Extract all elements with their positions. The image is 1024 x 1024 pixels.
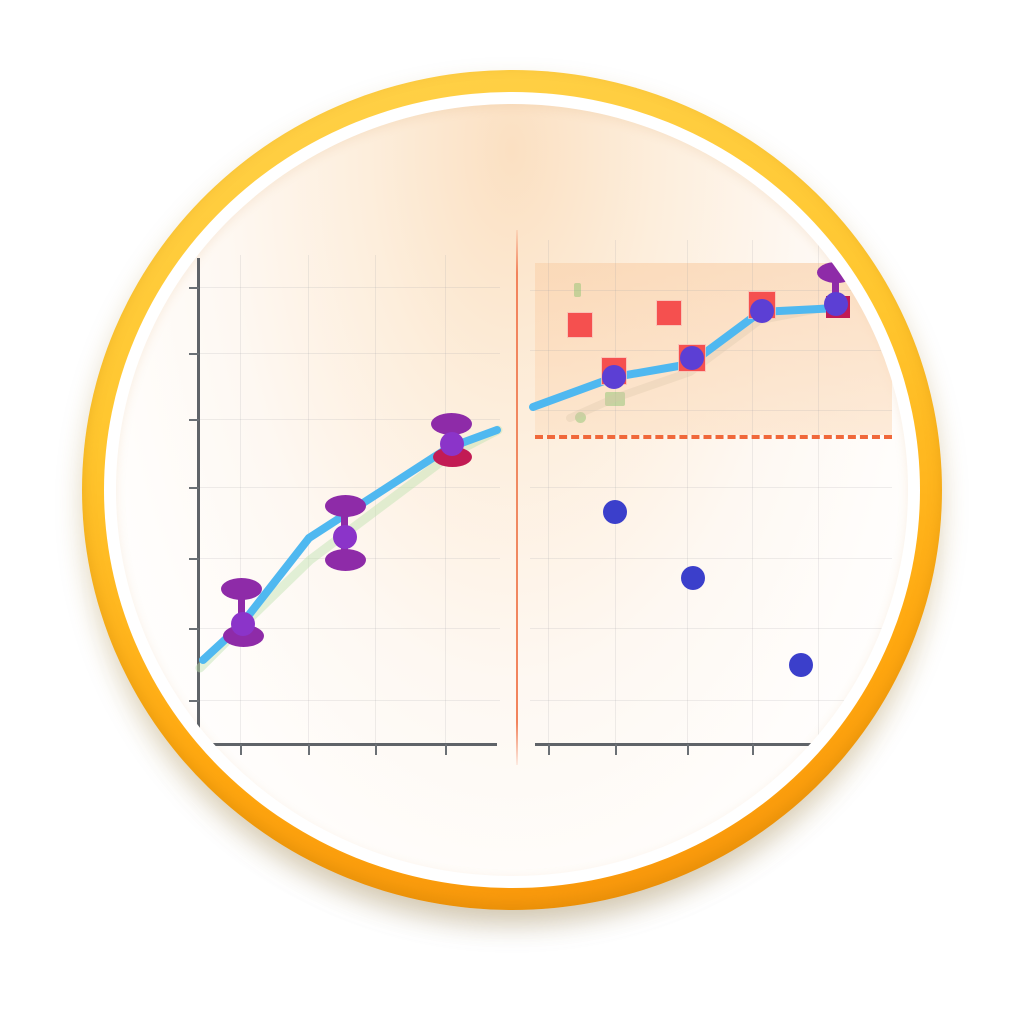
data-point — [333, 525, 357, 549]
data-point — [440, 432, 464, 456]
left-panel-x-axis — [197, 743, 497, 746]
gridline-v — [818, 240, 819, 745]
errorbar-cap-lower — [325, 549, 366, 571]
gridline-h — [200, 487, 500, 488]
gridline-v — [548, 240, 549, 745]
gridline-v — [752, 240, 753, 745]
plot-surface — [116, 104, 908, 876]
x-tick — [818, 744, 820, 755]
gridline-h — [530, 487, 892, 488]
errorbar-cap-upper — [325, 495, 366, 517]
data-point — [750, 299, 774, 323]
gridline-h — [200, 628, 500, 629]
right-panel-series-lines — [529, 301, 844, 422]
gridline-h — [530, 290, 892, 291]
y-tick — [189, 487, 199, 489]
x-tick — [240, 744, 242, 755]
plate-inner-surface — [116, 104, 908, 876]
x-tick — [375, 744, 377, 755]
x-tick — [445, 744, 447, 755]
faint-reference-line — [566, 301, 844, 422]
gridline-h — [200, 419, 500, 420]
data-point — [824, 292, 848, 316]
data-point — [680, 346, 704, 370]
x-tick — [687, 744, 689, 755]
gridline-h — [200, 287, 500, 288]
errorbar-cap-upper — [221, 578, 262, 600]
gridline-v — [375, 255, 376, 745]
left-panel-y-axis — [197, 258, 200, 745]
data-point — [602, 365, 626, 389]
gridline-v — [240, 255, 241, 745]
gridline-v — [615, 240, 616, 745]
y-tick — [189, 628, 199, 630]
gridline-h — [200, 700, 500, 701]
gridline-v — [308, 255, 309, 745]
gridline-h — [530, 700, 892, 701]
y-tick — [189, 558, 199, 560]
gridline-h — [200, 353, 500, 354]
gridline-h — [530, 628, 892, 629]
faint-marker — [605, 392, 625, 406]
y-tick — [189, 419, 199, 421]
errorbar-cap-upper — [431, 413, 472, 435]
panel-divider — [516, 230, 518, 765]
gridline-h — [530, 410, 892, 411]
data-point — [231, 612, 255, 636]
gridline-h — [530, 558, 892, 559]
x-tick — [548, 744, 550, 755]
flagged-square — [657, 301, 681, 325]
residual-point — [789, 653, 813, 677]
residual-point — [681, 566, 705, 590]
threshold-line — [535, 435, 892, 439]
errorbar-cap-upper — [817, 262, 856, 283]
gridline-v — [687, 240, 688, 745]
gridline-v — [445, 255, 446, 745]
flagged-square — [568, 313, 592, 337]
residual-point — [603, 500, 627, 524]
y-tick — [189, 353, 199, 355]
x-tick — [752, 744, 754, 755]
y-tick — [189, 287, 199, 289]
errorbar-stem — [832, 275, 839, 307]
x-tick — [615, 744, 617, 755]
faint-marker — [574, 283, 581, 297]
y-tick — [189, 700, 199, 702]
faint-marker — [575, 412, 586, 423]
x-tick — [308, 744, 310, 755]
